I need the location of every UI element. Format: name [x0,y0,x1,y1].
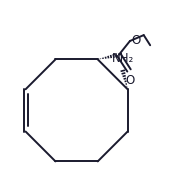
Text: NH₂: NH₂ [112,52,134,65]
Text: O: O [131,34,141,47]
Text: O: O [126,74,135,87]
